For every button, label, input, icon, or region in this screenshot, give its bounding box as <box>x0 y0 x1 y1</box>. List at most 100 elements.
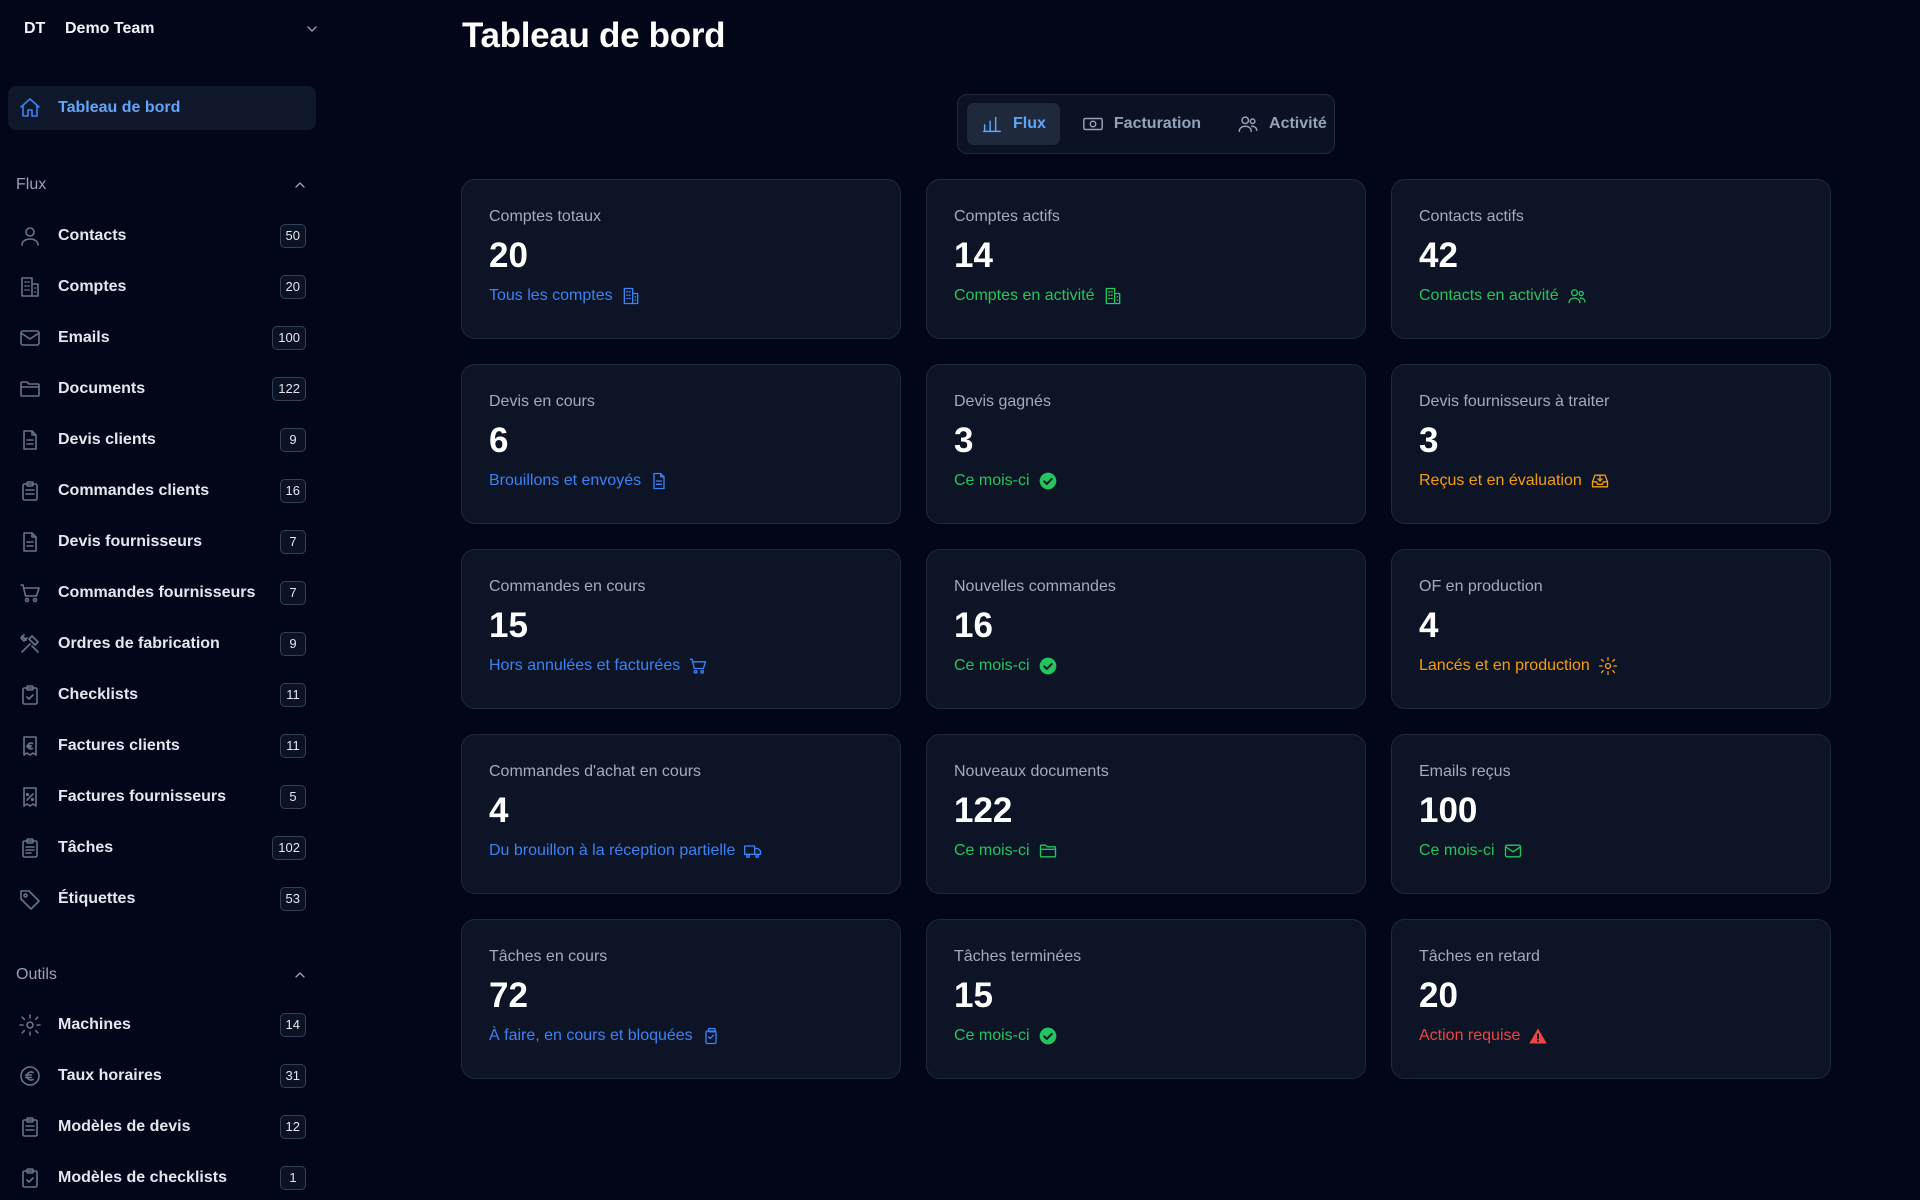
stat-label: Nouvelles commandes <box>954 578 1116 595</box>
stat-card-contacts-actifs[interactable]: Contacts actifs 42 Contacts en activité <box>1391 179 1831 339</box>
stat-card-taches-en-retard[interactable]: Tâches en retard 20 Action requise <box>1391 919 1831 1079</box>
tab-flux[interactable]: Flux <box>967 103 1060 145</box>
sidebar-item-contacts[interactable]: Contacts 50 <box>8 210 316 261</box>
stat-card-commandes-en-cours[interactable]: Commandes en cours 15 Hors annulées et fac… <box>461 549 901 709</box>
gear-icon <box>19 1013 41 1036</box>
team-switcher[interactable]: DT Demo Team <box>24 14 320 44</box>
sidebar-item-ordres-de-fabrication[interactable]: Ordres de fabrication 9 <box>8 618 316 669</box>
sidebar-item-devis-clients[interactable]: Devis clients 9 <box>8 414 316 465</box>
count-badge: 7 <box>280 580 306 605</box>
chevron-up-icon <box>295 182 305 188</box>
stat-link[interactable]: Ce mois-ci <box>954 471 1338 491</box>
stat-card-comptes-totaux[interactable]: Comptes totaux 20 Tous les comptes <box>461 179 901 339</box>
sidebar-item-dashboard[interactable]: Tableau de bord <box>8 86 316 130</box>
stat-link[interactable]: Ce mois-ci <box>1419 841 1803 861</box>
sidebar-item-checklists[interactable]: Checklists 11 <box>8 669 316 720</box>
stat-value: 122 <box>954 791 1013 830</box>
stat-sub-label: Lancés et en production <box>1419 657 1590 674</box>
stat-label: Nouveaux documents <box>954 763 1109 780</box>
sidebar-item-devis-fournisseurs[interactable]: Devis fournisseurs 7 <box>8 516 316 567</box>
sidebar-item-taches[interactable]: Tâches 102 <box>8 822 316 873</box>
document-icon <box>653 472 665 490</box>
sidebar-item-taux-horaires[interactable]: Taux horaires 31 <box>8 1050 316 1101</box>
sidebar-item-modeles-de-checklists[interactable]: Modèles de checklists 1 <box>8 1152 316 1200</box>
stat-label: Tâches terminées <box>954 948 1082 965</box>
stat-sub-label: Tous les comptes <box>489 287 613 304</box>
tools-icon <box>20 633 39 653</box>
building-icon <box>21 276 39 297</box>
sidebar-item-commandes-fournisseurs[interactable]: Commandes fournisseurs 7 <box>8 567 316 618</box>
stat-link[interactable]: À faire, en cours et bloquées <box>489 1026 873 1046</box>
sidebar-item-label: Contacts <box>58 226 127 244</box>
stat-value: 3 <box>1419 421 1439 460</box>
stat-card-devis-fournisseurs-a-traiter[interactable]: Devis fournisseurs à traiter 3 Reçus et en… <box>1391 364 1831 524</box>
stat-card-nouveaux-documents[interactable]: Nouveaux documents 122 Ce mois-ci <box>926 734 1366 894</box>
sidebar-item-modeles-de-devis[interactable]: Modèles de devis 12 <box>8 1101 316 1152</box>
stat-sub-label: Comptes en activité <box>954 287 1095 304</box>
stat-card-nouvelles-commandes[interactable]: Nouvelles commandes 16 Ce mois-ci <box>926 549 1366 709</box>
tab-activite[interactable]: Activité <box>1223 103 1341 145</box>
stat-link[interactable]: Reçus et en évaluation <box>1419 471 1803 491</box>
stats-grid: Comptes totaux 20 Tous les comptes Comptes … <box>461 179 1831 1079</box>
count-badge: 12 <box>279 1114 306 1139</box>
sidebar-item-commandes-clients[interactable]: Commandes clients 16 <box>8 465 316 516</box>
stat-link[interactable]: Ce mois-ci <box>954 1026 1338 1046</box>
sidebar-item-label: Factures clients <box>58 736 180 754</box>
clipboard-list-icon <box>22 837 38 858</box>
section-flux-header[interactable]: Flux <box>16 173 308 197</box>
inbox-icon <box>1591 474 1608 488</box>
stat-card-emails-recus[interactable]: Emails reçus 100 Ce mois-ci <box>1391 734 1831 894</box>
tab-facturation[interactable]: Facturation <box>1068 103 1215 145</box>
stat-link[interactable]: Ce mois-ci <box>954 841 1338 861</box>
stat-link[interactable]: Contacts en activité <box>1419 286 1803 306</box>
section-title: Outils <box>16 966 57 983</box>
sidebar-item-etiquettes[interactable]: Étiquettes 53 <box>8 873 316 924</box>
stat-link[interactable]: Tous les comptes <box>489 286 873 306</box>
sidebar-item-factures-fournisseurs[interactable]: Factures fournisseurs 5 <box>8 771 316 822</box>
sidebar-item-emails[interactable]: Emails 100 <box>8 312 316 363</box>
stat-card-taches-en-cours[interactable]: Tâches en cours 72 À faire, en cours et bl… <box>461 919 901 1079</box>
team-avatar: DT <box>24 20 46 37</box>
count-badge: 122 <box>272 376 306 401</box>
stat-label: Commandes d'achat en cours <box>489 763 702 780</box>
stat-sub-label: Ce mois-ci <box>954 472 1030 489</box>
stat-card-of-en-production[interactable]: OF en production 4 Lancés et en production <box>1391 549 1831 709</box>
stat-card-comptes-actifs[interactable]: Comptes actifs 14 Comptes en activité <box>926 179 1366 339</box>
clipboard-check-icon <box>22 1167 38 1188</box>
tab-label: Activité <box>1269 115 1327 132</box>
stat-sub-label: À faire, en cours et bloquées <box>489 1027 693 1044</box>
sidebar-item-machines[interactable]: Machines 14 <box>8 999 316 1050</box>
tag-icon <box>20 889 40 910</box>
stat-link[interactable]: Hors annulées et facturées <box>489 656 873 676</box>
users-icon <box>1568 289 1586 304</box>
stat-link[interactable]: Du brouillon à la réception partielle <box>489 841 873 861</box>
sidebar-item-label: Ordres de fabrication <box>58 634 220 652</box>
bar-chart-icon <box>983 116 1001 133</box>
sidebar-item-documents[interactable]: Documents 122 <box>8 363 316 414</box>
stat-link[interactable]: Comptes en activité <box>954 286 1338 306</box>
section-outils-header[interactable]: Outils <box>16 963 308 987</box>
check-circle-icon <box>1039 657 1056 675</box>
stat-sub-label: Contacts en activité <box>1419 287 1559 304</box>
sidebar-item-comptes[interactable]: Comptes 20 <box>8 261 316 312</box>
stat-label: Commandes en cours <box>489 578 646 595</box>
stat-label: Contacts actifs <box>1419 208 1524 225</box>
stat-card-commandes-d-achat-en-cours[interactable]: Commandes d'achat en cours 4 Du brouillon … <box>461 734 901 894</box>
page-title: Tableau de bord <box>462 16 726 55</box>
sidebar-item-factures-clients[interactable]: Factures clients 11 <box>8 720 316 771</box>
sidebar-item-label: Devis clients <box>58 430 156 448</box>
stat-link[interactable]: Lancés et en production <box>1419 656 1803 676</box>
stat-card-taches-terminees[interactable]: Tâches terminées 15 Ce mois-ci <box>926 919 1366 1079</box>
stat-link[interactable]: Brouillons et envoyés <box>489 471 873 491</box>
sidebar-item-label: Tâches <box>58 838 114 856</box>
truck-icon <box>744 845 762 858</box>
sidebar-item-label: Devis fournisseurs <box>58 532 203 550</box>
sidebar-item-label: Modèles de checklists <box>58 1168 227 1186</box>
stat-value: 20 <box>489 236 528 275</box>
stat-link[interactable]: Action requise <box>1419 1026 1803 1046</box>
stat-card-devis-gagnes[interactable]: Devis gagnés 3 Ce mois-ci <box>926 364 1366 524</box>
chevron-down-icon <box>307 26 317 32</box>
stat-card-devis-en-cours[interactable]: Devis en cours 6 Brouillons et envoyés <box>461 364 901 524</box>
stat-link[interactable]: Ce mois-ci <box>954 656 1338 676</box>
stat-sub-label: Ce mois-ci <box>1419 842 1495 859</box>
